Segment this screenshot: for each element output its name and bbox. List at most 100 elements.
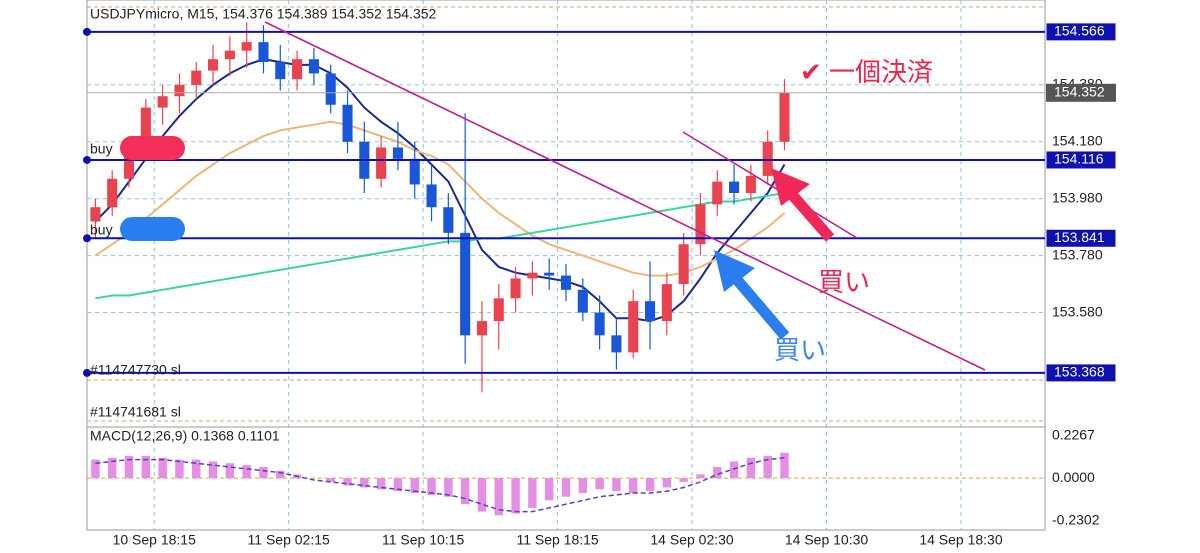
level-label: 154.566 (1054, 23, 1105, 39)
macd-bar (158, 457, 167, 479)
candle-body (745, 175, 756, 194)
x-tick-label: 14 Sep 10:30 (785, 532, 869, 548)
trend-lines (264, 21, 986, 371)
candle-body (157, 96, 168, 108)
line (95, 456, 785, 513)
candle-body (174, 84, 185, 97)
macd-bar (91, 459, 100, 479)
chart-title: USDJPYmicro, M15, 154.376 154.389 154.35… (90, 6, 437, 22)
candle-body (577, 289, 588, 313)
candle-body (90, 207, 101, 222)
candle-body (409, 158, 420, 185)
candle-body (560, 275, 572, 290)
macd-bar (746, 457, 756, 479)
level-handle (83, 27, 91, 36)
candle-body (140, 107, 151, 142)
macd-bar (612, 478, 621, 492)
candle-body (241, 42, 252, 51)
candle-body (594, 312, 605, 336)
candle-body (376, 147, 387, 179)
macd-bar (578, 478, 588, 494)
macd-bar (460, 478, 470, 505)
level-label-box (1045, 150, 1117, 170)
level-label: 153.841 (1054, 229, 1105, 245)
candle-body (460, 232, 471, 336)
candle-body (392, 147, 403, 159)
buy-badge (120, 136, 185, 160)
macd-bar (343, 478, 352, 486)
candle-body (493, 298, 504, 322)
arrows (714, 168, 835, 340)
candle-body (762, 141, 773, 176)
macd-bar (511, 478, 520, 514)
macd-bar (477, 478, 487, 512)
annotation: ✔ 一個決済 (800, 57, 933, 87)
candle-body (342, 104, 353, 142)
macd-bar (528, 478, 537, 508)
level-label: 154.116 (1054, 151, 1104, 167)
macd-bar (192, 459, 201, 479)
macd-bar (410, 478, 419, 494)
x-tick-label: 11 Sep 18:15 (516, 532, 598, 548)
candle-body (544, 272, 555, 276)
arrow-head (771, 168, 810, 206)
candle-body (712, 181, 723, 205)
macd-bar (259, 467, 268, 479)
macd-bar (561, 478, 571, 497)
candle-body (628, 301, 639, 353)
x-tick-label: 10 Sep 18:15 (113, 532, 197, 548)
sl-label: #114747730 sl (90, 362, 181, 378)
macd-bar (108, 457, 117, 479)
labels: 10 Sep 18:15 11 Sep 02:15 11 Sep 10:15 11 S… (90, 22, 1117, 548)
macd-bar (242, 465, 251, 479)
candle-body (443, 207, 454, 233)
macd-bar (729, 461, 739, 479)
y-tick-label: 153.980 (1052, 189, 1103, 205)
last-price-label: 154.352 (1054, 84, 1105, 100)
y-tick-label: 154.180 (1052, 132, 1103, 148)
y-tick-label: 0.2267 (1052, 427, 1095, 443)
level-handle (83, 234, 91, 243)
arrow-head (714, 250, 755, 292)
level-label-box (1045, 363, 1117, 383)
macd-bar (175, 459, 184, 479)
arrow-shaft (783, 186, 835, 242)
candle-body (510, 278, 521, 299)
candle-body (611, 335, 622, 353)
macd-bar (780, 452, 789, 479)
candle-body (476, 321, 488, 336)
candle-body (107, 178, 118, 208)
buy-badge (120, 217, 185, 241)
x-tick-label: 11 Sep 10:15 (382, 532, 464, 548)
macd-bar (679, 478, 688, 482)
macd-bar (645, 478, 655, 492)
macd-bar (393, 478, 403, 492)
level-label-box (1045, 228, 1117, 248)
candle-body (678, 244, 689, 285)
macd-bar (662, 478, 672, 488)
trend-line (264, 21, 986, 371)
candle-body (308, 59, 319, 74)
macd-bar (360, 478, 369, 488)
x-tick-label: 11 Sep 02:15 (248, 532, 330, 548)
macd-bar (494, 478, 503, 516)
macd-bar (763, 455, 772, 479)
candle-body (258, 42, 269, 63)
x-tick-label: 14 Sep 02:30 (650, 532, 734, 548)
macd-bar (629, 478, 638, 494)
candle-body (661, 284, 672, 322)
macd-bar (376, 478, 386, 490)
macd-bar (595, 478, 604, 490)
candle-body (695, 204, 706, 245)
annotation: 買い (774, 335, 826, 365)
macd-title: MACD(12,26,9) 0.1368 0.1101 (90, 428, 280, 444)
macd-bar (713, 467, 722, 479)
trend-line (682, 131, 858, 239)
candle-body (779, 92, 790, 142)
sl-lines (87, 6, 1045, 422)
candle-body (426, 184, 437, 208)
level-handle (83, 368, 91, 377)
candle-body (208, 59, 219, 71)
buy-label: buy (90, 222, 113, 238)
level-handle (83, 155, 91, 164)
